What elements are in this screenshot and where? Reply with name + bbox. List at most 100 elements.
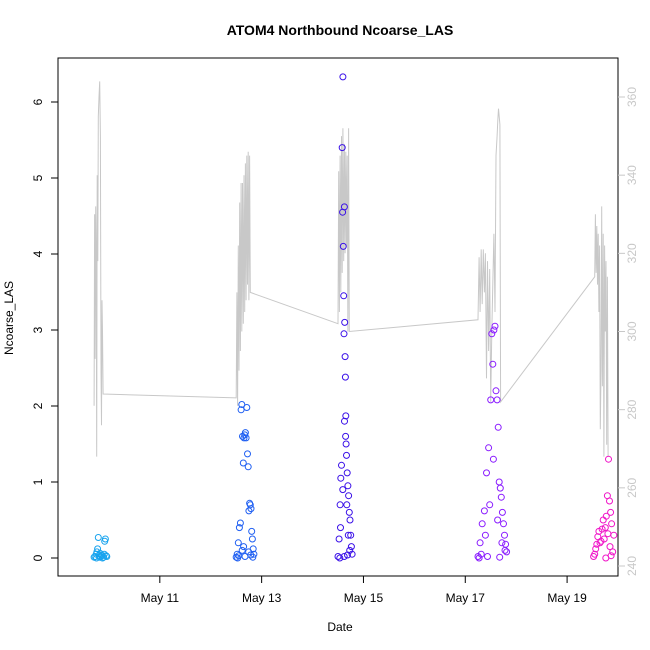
scatter-point-2-19 (344, 482, 352, 490)
scatter-point-2-35 (344, 551, 351, 559)
scatter-point-2-17 (343, 451, 350, 459)
scatter-point-2-22 (346, 516, 354, 524)
scatter-point-1-4 (236, 519, 244, 527)
y2-tick-label-5: 340 (625, 165, 639, 185)
scatter-point-2-24 (347, 543, 355, 551)
scatter-point-3-15 (496, 484, 504, 492)
y2-tick-label-4: 320 (625, 243, 639, 263)
scatter-point-0-5 (94, 534, 102, 541)
y-tick-label-2: 2 (31, 402, 45, 409)
line-series-0 (93, 81, 609, 457)
scatter-point-1-13 (243, 404, 251, 411)
scatter-point-2-10 (340, 330, 348, 338)
scatter-point-0-13 (101, 535, 109, 543)
scatter-point-3-29 (475, 554, 483, 562)
scatter-point-3-28 (501, 546, 509, 554)
scatter-point-0-17 (96, 549, 104, 557)
scatter-point-1-30 (234, 554, 242, 562)
scatter-point-3-17 (498, 508, 506, 516)
scatter-point-3-31 (496, 553, 504, 561)
scatter-point-1-1 (233, 550, 241, 558)
scatter-series-layer (90, 73, 618, 562)
scatter-point-2-28 (341, 417, 348, 425)
x-tick-label-3: May 17 (446, 591, 486, 605)
scatter-point-4-10 (608, 520, 616, 528)
y-tick-label-3: 3 (31, 326, 45, 333)
y2-axis: 240 260 280 300 320 340 360 (618, 87, 639, 576)
x-axis-label: Date (327, 620, 353, 634)
scatter-point-4-17 (602, 512, 610, 520)
scatter-point-3-10 (491, 322, 499, 330)
scatter-point-2-4 (338, 461, 345, 469)
scatter-point-2-27 (339, 486, 347, 494)
x-tick-label-2: May 15 (344, 591, 384, 605)
scatter-point-3-4 (483, 469, 490, 477)
scatter-point-3-26 (494, 516, 502, 524)
x-axis: May 11 May 13 May 15 May 17 May 19 (141, 576, 587, 605)
y2-tick-label-2: 280 (625, 399, 639, 419)
scatter-point-3-25 (489, 455, 497, 463)
scatter-point-2-14 (341, 373, 349, 381)
scatter-point-3-13 (494, 423, 502, 431)
scatter-point-2-3 (337, 474, 345, 482)
scatter-point-3-23 (481, 531, 489, 539)
scatter-point-3-1 (476, 539, 484, 547)
scatter-point-3-24 (486, 501, 494, 509)
scatter-point-3-2 (478, 520, 486, 528)
y-axis: 0 1 2 3 4 5 6 (31, 98, 58, 561)
scatter-point-3-5 (485, 444, 493, 452)
scatter-point-3-11 (492, 387, 500, 395)
scatter-point-1-25 (238, 546, 246, 554)
scatter-point-2-8 (339, 242, 347, 250)
scatter-point-1-11 (241, 429, 249, 437)
scatter-point-3-22 (477, 550, 485, 558)
x-tick-label-4: May 19 (547, 591, 587, 605)
scatter-point-2-1 (335, 535, 343, 543)
x-tick-label-1: May 13 (242, 591, 282, 605)
scatter-point-2-20 (345, 492, 353, 500)
scatter-point-1-20 (248, 527, 256, 535)
scatter-point-4-16 (600, 535, 608, 543)
y-tick-label-6: 6 (31, 98, 45, 105)
scatter-point-0-19 (100, 550, 108, 558)
scatter-point-1-21 (248, 535, 256, 543)
scatter-point-4-18 (604, 530, 612, 538)
scatter-point-1-31 (240, 543, 248, 551)
scatter-point-2-26 (337, 524, 344, 532)
y-tick-label-0: 0 (31, 554, 45, 561)
scatter-point-2-21 (345, 508, 353, 516)
scatter-point-0-14 (102, 552, 110, 560)
scatter-point-1-28 (247, 551, 255, 559)
y2-tick-label-6: 360 (625, 87, 639, 107)
scatter-point-2-33 (336, 554, 344, 562)
y2-tick-label-0: 240 (625, 556, 639, 576)
scatter-point-3-8 (489, 360, 497, 368)
scatter-point-4-9 (607, 508, 615, 516)
scatter-point-2-31 (344, 531, 352, 539)
scatter-point-4-23 (607, 552, 615, 560)
scatter-point-4-20 (609, 548, 617, 556)
scatter-point-3-18 (500, 520, 507, 528)
scatter-point-3-21 (503, 548, 511, 556)
scatter-point-0-16 (93, 554, 100, 562)
y2-tick-label-3: 300 (625, 321, 639, 341)
y-tick-label-5: 5 (31, 174, 45, 181)
scatter-point-4-8 (606, 497, 613, 505)
chart-title: ATOM4 Northbound Ncoarse_LAS (227, 22, 454, 38)
scatter-point-2-29 (342, 432, 350, 440)
scatter-point-2-25 (348, 550, 356, 558)
scatter-point-2-23 (347, 531, 355, 539)
scatter-point-2-18 (343, 469, 351, 477)
scatter-point-2-9 (340, 292, 348, 300)
scatter-point-1-18 (246, 501, 254, 509)
scatter-point-3-7 (488, 330, 496, 338)
scatter-point-4-12 (592, 545, 600, 553)
scatter-point-1-14 (244, 450, 251, 458)
scatter-point-3-16 (497, 493, 505, 501)
y-tick-label-1: 1 (31, 478, 45, 485)
scatter-point-2-13 (341, 353, 349, 361)
y-tick-label-4: 4 (31, 250, 45, 257)
scatter-point-4-13 (594, 533, 602, 541)
scatter-point-1-8 (239, 459, 247, 467)
